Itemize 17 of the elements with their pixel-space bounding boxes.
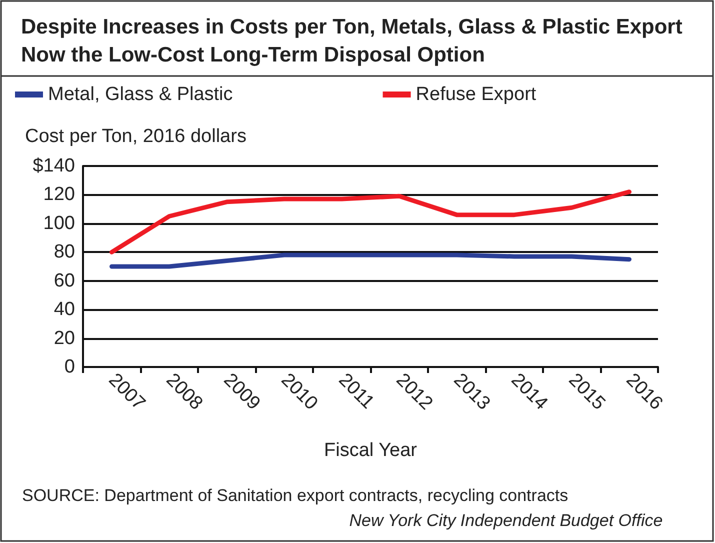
text: New York City Independent Budget Office (349, 511, 663, 530)
line-series (110, 252, 632, 269)
y-tick-label: 60 (54, 270, 75, 292)
y-tick-label: 100 (43, 212, 75, 234)
y-tick-label: 40 (54, 299, 75, 320)
chart-title: Despite Increases in Costs per Ton, Metals, Glass & Plastic Export Now the Low-Cost Long-Term Disposal Option (21, 16, 688, 66)
legend-label: Refuse Export (416, 84, 537, 105)
y-axis-title: Cost per Ton, 2016 dollars (25, 126, 246, 147)
y-tick-label: $140 (32, 156, 75, 176)
x-axis-title: Fiscal Year (324, 440, 418, 461)
y-tick-label: 0 (64, 356, 75, 378)
source-note: SOURCE: Department of Sanitation export contracts, recycling contracts (22, 486, 568, 505)
legend-label: Metal, Glass & Plastic (48, 84, 233, 105)
y-tick-label: 80 (54, 242, 75, 263)
y-tick-label: 120 (43, 184, 75, 206)
line-series (110, 190, 632, 254)
y-tick-label: 20 (54, 328, 75, 349)
